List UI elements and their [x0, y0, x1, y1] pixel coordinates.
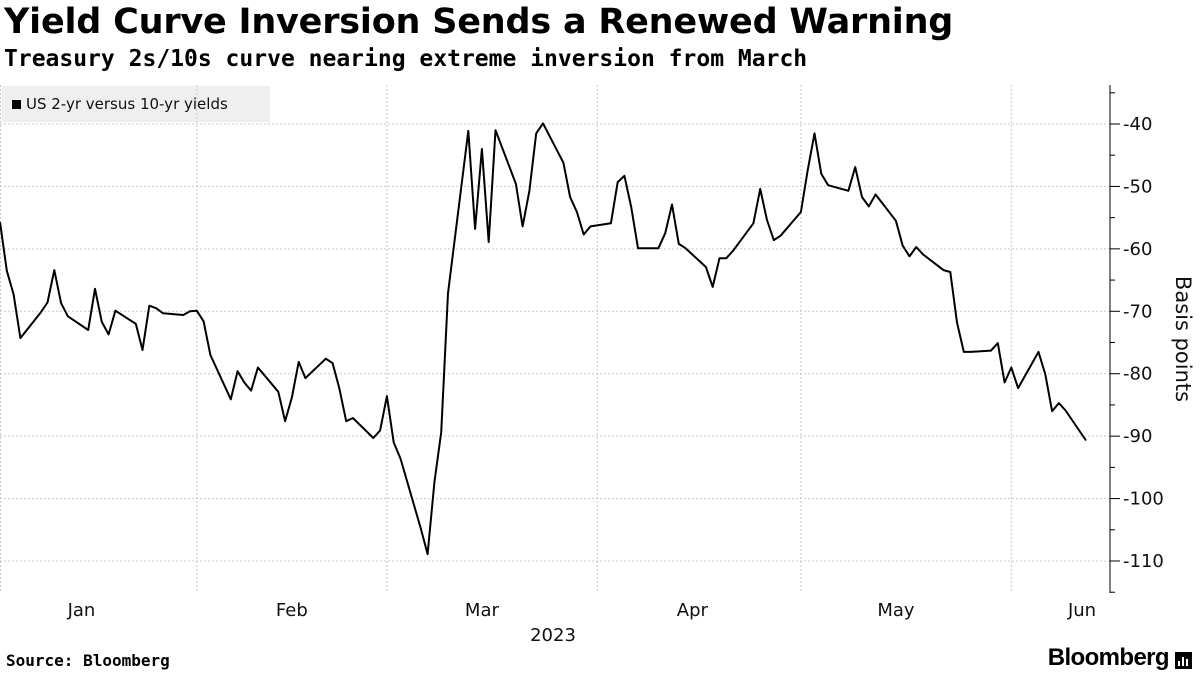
y-tick-label: -100 [1123, 489, 1164, 510]
y-tick-label: -90 [1123, 426, 1152, 447]
y-axis-label: Basis points [1171, 276, 1195, 402]
y-tick-label: -80 [1123, 364, 1152, 385]
chart-title: Yield Curve Inversion Sends a Renewed Wa… [4, 2, 954, 42]
x-tick-label: May [877, 600, 915, 621]
y-tick-label: -60 [1123, 239, 1152, 260]
gridlines [0, 85, 1110, 593]
y-ticks: -40 -50 -60 -70 -80 -90 -100 -110 [1110, 92, 1164, 593]
legend-label: US 2-yr versus 10-yr yields [26, 95, 228, 113]
x-ticks: Jan Feb Mar Apr May Jun [67, 600, 1096, 621]
chart-subtitle: Treasury 2s/10s curve nearing extreme in… [4, 46, 808, 72]
bloomberg-logo-icon [1175, 651, 1192, 669]
legend: US 2-yr versus 10-yr yields [2, 86, 270, 122]
brand-logo: Bloomberg [1048, 644, 1192, 672]
x-tick-label: Jun [1067, 600, 1096, 621]
series-line [0, 122, 1087, 556]
y-tick-label: -70 [1123, 301, 1152, 322]
brand-wordmark: Bloomberg [1047, 644, 1170, 671]
y-tick-label: -50 [1123, 176, 1152, 197]
x-tick-label: Feb [276, 600, 308, 621]
source-note: Source: Bloomberg [6, 651, 170, 670]
x-tick-label: Jan [67, 600, 96, 621]
x-year-label: 2023 [530, 625, 576, 646]
series [0, 122, 1087, 556]
x-tick-label: Apr [677, 600, 709, 621]
x-tick-label: Mar [465, 600, 500, 621]
y-tick-label: -40 [1123, 114, 1152, 135]
legend-swatch [12, 99, 21, 109]
y-tick-label: -110 [1123, 551, 1164, 572]
